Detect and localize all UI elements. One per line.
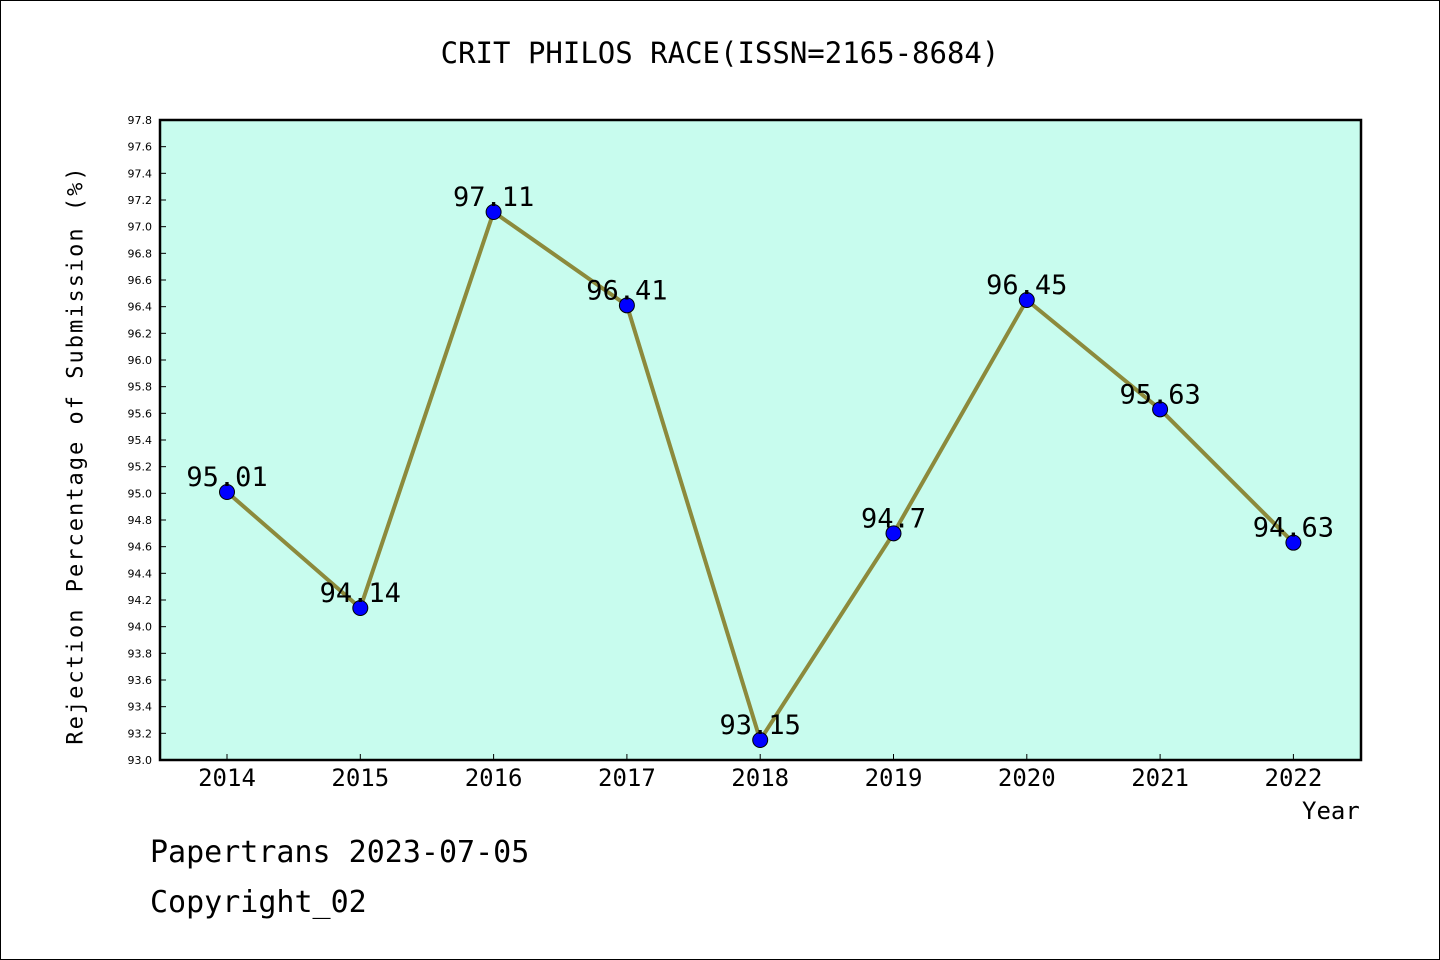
y-tick-label: 95.6 (128, 407, 153, 420)
y-tick-label: 94.2 (128, 594, 153, 607)
y-tick-label: 97.0 (128, 221, 153, 234)
y-tick-label: 97.8 (128, 114, 153, 127)
data-point (1285, 534, 1302, 551)
data-point (618, 297, 635, 314)
y-tick-label: 93.0 (128, 754, 153, 767)
data-point (485, 204, 502, 220)
y-tick-label: 95.8 (128, 381, 153, 394)
data-point (1018, 292, 1035, 308)
data-point (219, 484, 235, 500)
data-label: 93.15 (720, 710, 801, 741)
x-tick-label: 2018 (731, 764, 789, 792)
data-point (752, 732, 769, 748)
y-tick-label: 97.2 (128, 194, 153, 207)
y-tick-label: 93.2 (128, 727, 153, 740)
data-label: 94.63 (1253, 513, 1334, 544)
data-label: 95.63 (1119, 379, 1200, 410)
data-label: 94.14 (320, 578, 401, 609)
data-point (352, 600, 369, 616)
plot-area (158, 118, 1363, 762)
y-tick-label: 94.0 (128, 621, 153, 634)
data-label: 97.11 (453, 182, 534, 213)
data-label: 96.45 (986, 270, 1067, 301)
x-tick-label: 2015 (331, 764, 389, 792)
data-label: 94.7 (861, 503, 926, 534)
y-tick-label: 96.0 (128, 354, 153, 367)
y-tick-label: 96.6 (128, 274, 153, 287)
footer-copyright: Copyright_02 (150, 885, 367, 920)
x-axis-label: Year (1302, 797, 1360, 825)
y-tick-label: 95.0 (128, 487, 153, 500)
x-tick-label: 2020 (998, 764, 1056, 792)
y-tick-label: 96.2 (128, 327, 153, 340)
data-label: 96.41 (586, 275, 667, 306)
x-tick-label: 2017 (598, 764, 656, 792)
x-tick-label: 2019 (865, 764, 923, 792)
y-tick-label: 94.4 (128, 567, 153, 580)
y-tick-label: 96.4 (128, 301, 153, 314)
data-point (1152, 401, 1169, 418)
y-tick-label: 93.8 (128, 647, 153, 660)
chart-title: CRIT PHILOS RACE(ISSN=2165-8684) (440, 36, 1000, 70)
y-tick-label: 97.4 (128, 167, 153, 180)
x-tick-label: 2016 (465, 764, 523, 792)
data-point (885, 525, 902, 542)
y-tick-label: 94.6 (128, 541, 153, 554)
x-tick-label: 2014 (198, 764, 256, 792)
data-label: 95.01 (186, 462, 267, 493)
y-tick-label: 93.4 (128, 701, 153, 714)
y-tick-label: 96.8 (128, 247, 153, 260)
y-tick-label: 95.4 (128, 434, 153, 447)
x-tick-label: 2022 (1265, 764, 1323, 792)
y-tick-label: 95.2 (128, 461, 153, 474)
y-tick-label: 93.6 (128, 674, 153, 687)
y-tick-label: 97.6 (128, 141, 153, 154)
x-tick-label: 2021 (1131, 764, 1189, 792)
y-tick-label: 94.8 (128, 514, 153, 527)
footer-source: Papertrans 2023-07-05 (150, 835, 530, 870)
